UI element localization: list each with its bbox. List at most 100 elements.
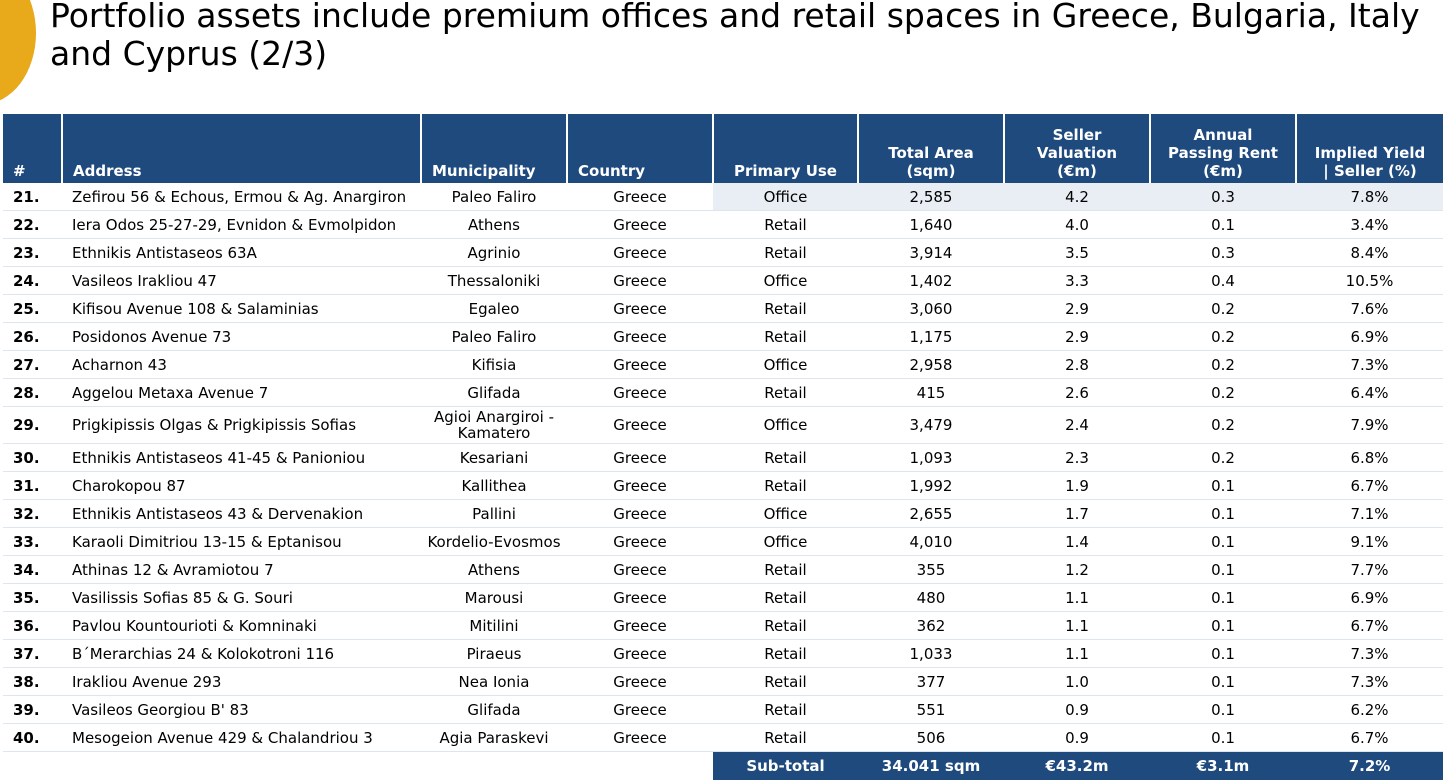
cell-municipality: Kordelio-Evosmos	[421, 528, 567, 556]
cell-total-area: 1,093	[858, 444, 1004, 472]
cell-municipality: Athens	[421, 556, 567, 584]
cell-total-area: 506	[858, 724, 1004, 752]
cell-implied-yield: 7.8%	[1296, 183, 1443, 211]
cell-primary-use: Retail	[713, 556, 858, 584]
cell-passing-rent: 0.2	[1150, 323, 1296, 351]
cell-address: Zefirou 56 & Echous, Ermou & Ag. Anargir…	[62, 183, 421, 211]
cell-passing-rent: 0.3	[1150, 239, 1296, 267]
cell-total-area: 3,914	[858, 239, 1004, 267]
cell-country: Greece	[567, 584, 713, 612]
cell-number: 27.	[3, 351, 62, 379]
cell-municipality: Kifisia	[421, 351, 567, 379]
cell-number: 35.	[3, 584, 62, 612]
cell-total-area: 2,655	[858, 500, 1004, 528]
cell-primary-use: Retail	[713, 696, 858, 724]
cell-seller-valuation: 2.9	[1004, 295, 1150, 323]
cell-total-area: 3,060	[858, 295, 1004, 323]
subtotal-implied-yield: 7.2%	[1296, 752, 1443, 780]
cell-seller-valuation: 0.9	[1004, 696, 1150, 724]
cell-seller-valuation: 3.3	[1004, 267, 1150, 295]
cell-total-area: 1,992	[858, 472, 1004, 500]
cell-municipality: Thessaloniki	[421, 267, 567, 295]
cell-primary-use: Retail	[713, 211, 858, 239]
cell-country: Greece	[567, 696, 713, 724]
cell-passing-rent: 0.1	[1150, 556, 1296, 584]
col-header-municipality-label: Municipality	[432, 162, 536, 180]
cell-municipality: Agioi Anargiroi - Kamatero	[421, 407, 567, 444]
cell-implied-yield: 6.7%	[1296, 612, 1443, 640]
cell-number: 33.	[3, 528, 62, 556]
cell-seller-valuation: 1.1	[1004, 584, 1150, 612]
cell-address: B΄Merarchias 24 & Kolokotroni 116	[62, 640, 421, 668]
cell-municipality: Glifada	[421, 696, 567, 724]
cell-address: Aggelou Metaxa Avenue 7	[62, 379, 421, 407]
cell-number: 34.	[3, 556, 62, 584]
col-header-implied-yield-line2: | Seller (%)	[1301, 162, 1439, 180]
cell-total-area: 377	[858, 668, 1004, 696]
cell-implied-yield: 7.1%	[1296, 500, 1443, 528]
cell-municipality: Piraeus	[421, 640, 567, 668]
cell-total-area: 362	[858, 612, 1004, 640]
cell-country: Greece	[567, 183, 713, 211]
cell-municipality: Paleo Faliro	[421, 323, 567, 351]
cell-passing-rent: 0.1	[1150, 472, 1296, 500]
cell-total-area: 480	[858, 584, 1004, 612]
cell-passing-rent: 0.2	[1150, 379, 1296, 407]
cell-implied-yield: 6.9%	[1296, 584, 1443, 612]
subtotal-spacer	[421, 752, 567, 780]
table-header-row: # Address Municipality Country Primary U…	[3, 114, 1443, 183]
cell-number: 37.	[3, 640, 62, 668]
cell-passing-rent: 0.1	[1150, 211, 1296, 239]
cell-primary-use: Retail	[713, 239, 858, 267]
cell-number: 28.	[3, 379, 62, 407]
cell-municipality: Mitilini	[421, 612, 567, 640]
cell-address: Pavlou Kountourioti & Komninaki	[62, 612, 421, 640]
cell-address: Kifisou Avenue 108 & Salaminias	[62, 295, 421, 323]
cell-implied-yield: 6.4%	[1296, 379, 1443, 407]
cell-primary-use: Office	[713, 528, 858, 556]
cell-implied-yield: 8.4%	[1296, 239, 1443, 267]
cell-municipality: Kesariani	[421, 444, 567, 472]
cell-seller-valuation: 1.1	[1004, 640, 1150, 668]
cell-municipality: Pallini	[421, 500, 567, 528]
cell-passing-rent: 0.2	[1150, 407, 1296, 444]
cell-country: Greece	[567, 500, 713, 528]
cell-primary-use: Retail	[713, 379, 858, 407]
cell-passing-rent: 0.1	[1150, 724, 1296, 752]
cell-primary-use: Office	[713, 407, 858, 444]
cell-passing-rent: 0.1	[1150, 640, 1296, 668]
cell-seller-valuation: 1.9	[1004, 472, 1150, 500]
cell-address: Acharnon 43	[62, 351, 421, 379]
cell-address: Iera Odos 25-27-29, Evnidon & Evmolpidon	[62, 211, 421, 239]
col-header-passing-rent-line2: Passing Rent	[1155, 144, 1291, 162]
cell-country: Greece	[567, 612, 713, 640]
cell-primary-use: Office	[713, 351, 858, 379]
cell-implied-yield: 7.7%	[1296, 556, 1443, 584]
cell-number: 21.	[3, 183, 62, 211]
cell-total-area: 1,033	[858, 640, 1004, 668]
cell-municipality: Athens	[421, 211, 567, 239]
subtotal-label: Sub-total	[713, 752, 858, 780]
cell-total-area: 2,958	[858, 351, 1004, 379]
col-header-address-label: Address	[73, 162, 142, 180]
cell-implied-yield: 10.5%	[1296, 267, 1443, 295]
cell-municipality: Agia Paraskevi	[421, 724, 567, 752]
cell-primary-use: Retail	[713, 612, 858, 640]
cell-seller-valuation: 1.2	[1004, 556, 1150, 584]
cell-passing-rent: 0.2	[1150, 351, 1296, 379]
table-row: 30.Ethnikis Antistaseos 41-45 & Panionio…	[3, 444, 1443, 472]
cell-country: Greece	[567, 239, 713, 267]
cell-country: Greece	[567, 211, 713, 239]
cell-number: 23.	[3, 239, 62, 267]
col-header-seller-valuation: Seller Valuation (€m)	[1004, 114, 1150, 183]
cell-seller-valuation: 0.9	[1004, 724, 1150, 752]
cell-number: 30.	[3, 444, 62, 472]
cell-country: Greece	[567, 528, 713, 556]
cell-implied-yield: 7.3%	[1296, 668, 1443, 696]
